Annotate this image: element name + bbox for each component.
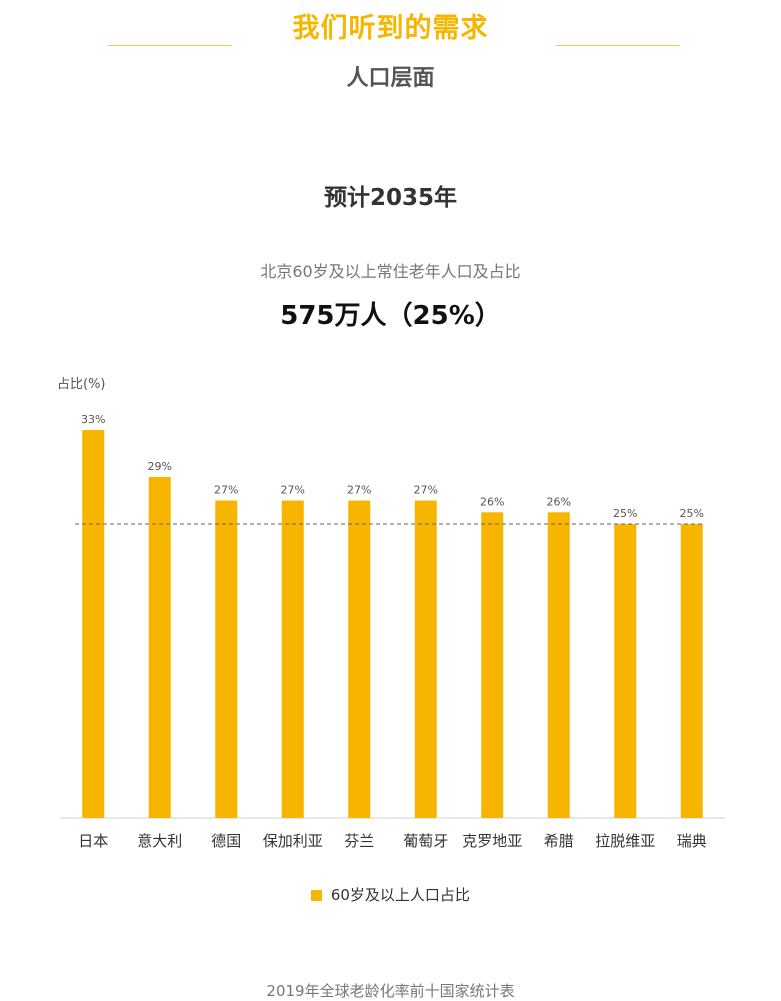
bar [680,524,703,818]
stat-caption: 北京60岁及以上常住老年人口及占比 [260,262,521,281]
x-tick-label: 芬兰 [344,832,374,850]
x-tick-label: 克罗地亚 [462,832,522,850]
title-divider-left [108,45,232,46]
bar [348,500,371,818]
data-label: 33% [81,413,105,426]
bar [281,500,304,818]
bar [614,524,637,818]
bar-chart: 占比(%) 33% 日本 29% 意大利 27% 德国 27% 保加利亚 27% 芬兰 27% 葡萄牙 2… [57,377,725,850]
bar [215,500,238,818]
data-label: 27% [281,484,305,497]
title-divider-right [556,45,680,46]
data-label: 27% [414,484,438,497]
x-tick-label: 葡萄牙 [403,832,448,850]
bar [148,477,171,818]
data-label: 26% [480,495,504,508]
chart-legend: 60岁及以上人口占比 [0,884,781,905]
bar [481,512,504,818]
legend-swatch [311,890,323,901]
stat-value: 575万人（25%） [280,301,501,331]
y-axis-label: 占比(%) [57,377,106,392]
data-label: 25% [613,507,637,520]
data-label: 29% [148,460,172,473]
x-tick-label: 保加利亚 [263,832,323,850]
bar [547,512,570,818]
bar [82,430,105,818]
data-label: 25% [680,507,704,520]
forecast-year: 预计2035年 [323,185,457,211]
source-note: 2019年全球老龄化率前十国家统计表 [266,982,515,1000]
page-subtitle: 人口层面 [346,66,435,91]
data-label: 27% [347,484,371,497]
x-tick-label: 希腊 [544,832,574,850]
data-label: 27% [214,484,238,497]
data-label: 26% [547,495,571,508]
x-tick-label: 日本 [78,832,108,850]
x-tick-label: 拉脱维亚 [595,832,655,850]
bar [414,500,437,818]
legend-label: 60岁及以上人口占比 [330,886,470,904]
page-title: 我们听到的需求 [292,13,489,44]
x-tick-label: 意大利 [137,832,182,850]
x-tick-label: 瑞典 [677,832,707,850]
x-tick-label: 德国 [211,832,241,850]
